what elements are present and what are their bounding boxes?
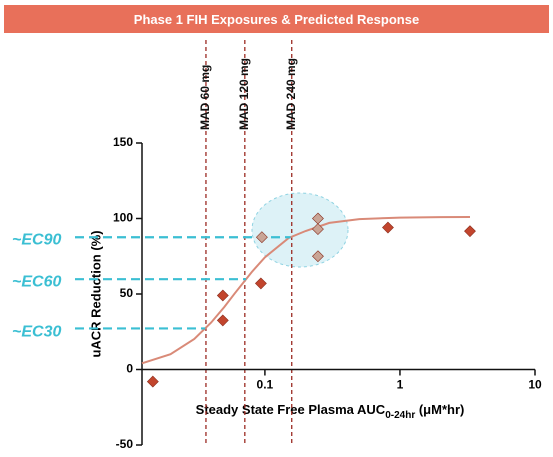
data-point [216,289,229,302]
y-tick-label: 100 [113,211,133,225]
data-point [312,250,324,263]
data-point [255,231,268,244]
data-point [382,221,394,234]
ec-label: ~EC90 [12,231,61,248]
fit-curve [141,216,471,365]
data-point [312,223,324,235]
y-tick-label: 0 [126,362,133,376]
data-point [146,375,159,388]
x-axis-label: Steady State Free Plasma AUC0-24hr (μM*h… [196,402,465,420]
dose-label: MAD 120 mg [237,58,251,130]
dose-label: MAD 240 mg [284,58,298,130]
x-tick-label: 0.1 [257,378,274,392]
x-tick-label: 10 [528,378,542,392]
dose-label: MAD 60 mg [198,65,212,130]
y-tick-label: 150 [113,135,133,149]
x-tick-label: 1 [397,378,404,392]
ec-label: ~EC60 [12,273,61,290]
y-tick-label: -50 [116,437,134,451]
x-label-sub: 0-24hr [385,410,415,421]
x-label-main: Steady State Free Plasma AUC [196,402,386,417]
data-point [464,225,476,238]
data-point [254,277,267,290]
y-axis-label: uACR Reduction (%) [88,230,103,357]
ec-label: ~EC30 [12,324,61,341]
y-tick-label: 50 [120,286,134,300]
x-label-unit: (μM*hr) [415,402,464,417]
header-title: Phase 1 FIH Exposures & Predicted Respon… [4,5,549,33]
data-point [216,314,229,327]
